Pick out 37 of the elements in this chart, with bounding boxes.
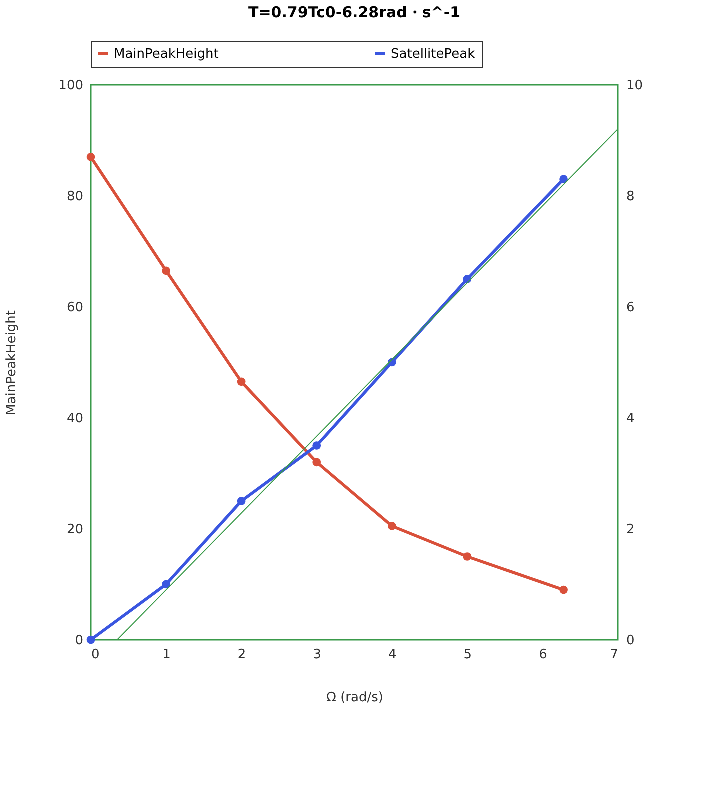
point xyxy=(312,458,322,467)
y2-tick-label: 0 xyxy=(626,634,635,648)
point xyxy=(86,152,96,162)
point xyxy=(560,175,568,184)
y-axis-title: MainPeakHeight xyxy=(4,310,20,416)
x-tick-label: 5 xyxy=(464,648,472,662)
x-tick-label: 1 xyxy=(162,648,171,662)
point xyxy=(463,552,472,561)
y2-tick-label: 8 xyxy=(626,190,635,204)
y-tick-label: 80 xyxy=(66,190,84,204)
y2-tick-label: 2 xyxy=(626,522,635,538)
point xyxy=(162,266,170,276)
x-tick-label: 3 xyxy=(313,648,322,662)
point xyxy=(560,586,568,594)
point xyxy=(388,522,396,530)
y-tick-label: 20 xyxy=(66,522,84,538)
y2-tick-label: 6 xyxy=(626,300,635,316)
y2-tick-label: 10 xyxy=(626,78,644,94)
x-tick-label: 2 xyxy=(238,648,246,662)
y-tick-label: 60 xyxy=(66,300,84,316)
y-tick-label: 0 xyxy=(75,634,84,648)
point xyxy=(237,378,246,386)
point xyxy=(237,497,246,506)
point xyxy=(312,442,322,450)
point xyxy=(162,580,170,589)
x-axis-title: Ω (rad/s) xyxy=(326,690,384,706)
point xyxy=(86,636,96,644)
x-tick-label: 6 xyxy=(539,648,548,662)
x-tick-label: 7 xyxy=(610,648,618,662)
x-tick-label: 4 xyxy=(388,648,397,662)
y2-tick-label: 4 xyxy=(626,412,635,426)
x-tick-label: 0 xyxy=(92,648,100,662)
chart-title: T=0.79Tc0-6.28rad・s^-1 xyxy=(248,4,461,22)
legend-label: MainPeakHeight xyxy=(114,46,219,62)
y-tick-label: 40 xyxy=(66,412,84,426)
y-tick-label: 100 xyxy=(58,78,84,94)
legend-label: SatellitePeak xyxy=(391,46,476,62)
